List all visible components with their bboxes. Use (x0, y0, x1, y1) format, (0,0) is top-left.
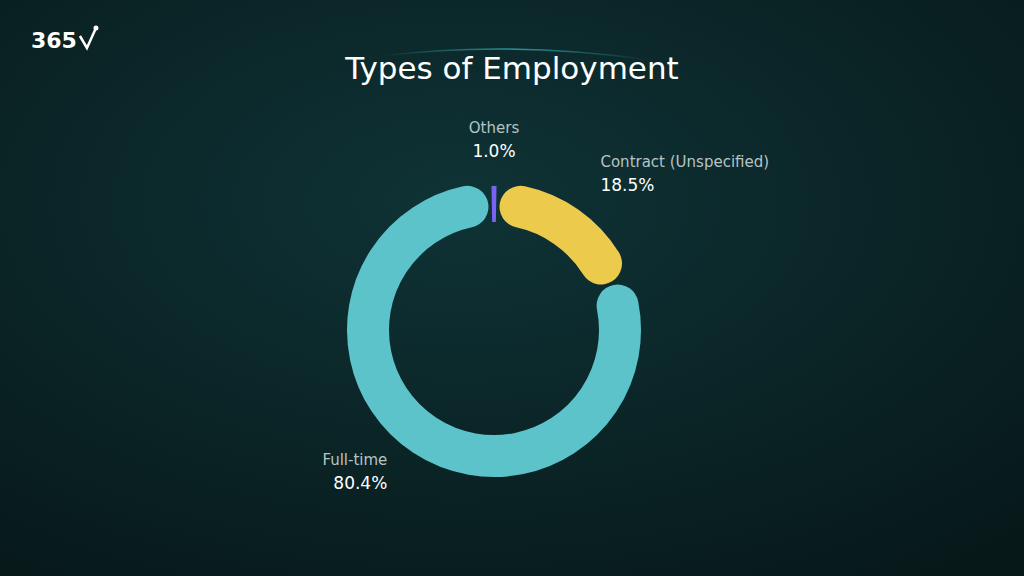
chart: 365 Types of Employment Others 1.0% Contract… (0, 0, 1024, 576)
background (0, 0, 1024, 576)
title: Types of Employment (344, 50, 678, 86)
data-label: 80.4% (333, 473, 387, 493)
slice (368, 207, 620, 456)
slice-label: Full-time (322, 451, 387, 469)
data-label: 18.5% (600, 175, 654, 195)
donut (368, 204, 620, 456)
slice-label: Others (469, 119, 520, 137)
logo-icon (80, 28, 96, 48)
logo-text: 365 (31, 28, 77, 53)
slice-label: Contract (Unspecified) (600, 153, 769, 171)
slice (521, 207, 601, 264)
logo-dot (93, 26, 98, 31)
data-label: 1.0% (472, 141, 515, 161)
slice (492, 186, 496, 222)
